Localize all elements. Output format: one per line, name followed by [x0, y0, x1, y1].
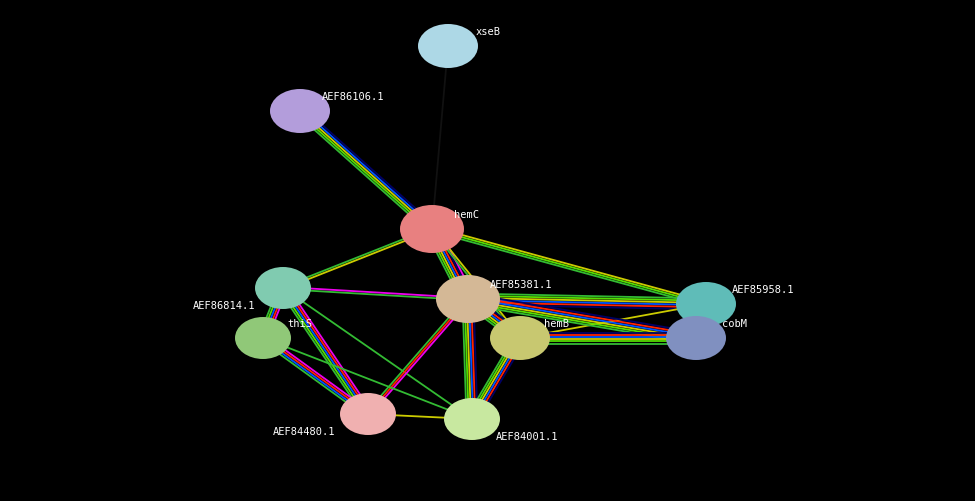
Ellipse shape — [400, 205, 464, 253]
Text: AEF86814.1: AEF86814.1 — [193, 301, 255, 311]
Text: hemB: hemB — [544, 319, 569, 329]
Ellipse shape — [418, 24, 478, 68]
Text: xseB: xseB — [476, 27, 501, 37]
Text: AEF84480.1: AEF84480.1 — [273, 427, 335, 437]
Ellipse shape — [270, 89, 330, 133]
Text: thiS: thiS — [287, 319, 312, 329]
Ellipse shape — [676, 282, 736, 326]
Ellipse shape — [490, 316, 550, 360]
Ellipse shape — [255, 267, 311, 309]
Ellipse shape — [444, 398, 500, 440]
Ellipse shape — [340, 393, 396, 435]
Text: hemC: hemC — [454, 210, 479, 220]
Ellipse shape — [436, 275, 500, 323]
Ellipse shape — [666, 316, 726, 360]
Ellipse shape — [235, 317, 291, 359]
Text: AEF85958.1: AEF85958.1 — [732, 285, 795, 295]
Text: cobM: cobM — [722, 319, 747, 329]
Text: AEF86106.1: AEF86106.1 — [322, 92, 384, 102]
Text: AEF85381.1: AEF85381.1 — [490, 280, 553, 290]
Text: AEF84001.1: AEF84001.1 — [496, 432, 559, 442]
